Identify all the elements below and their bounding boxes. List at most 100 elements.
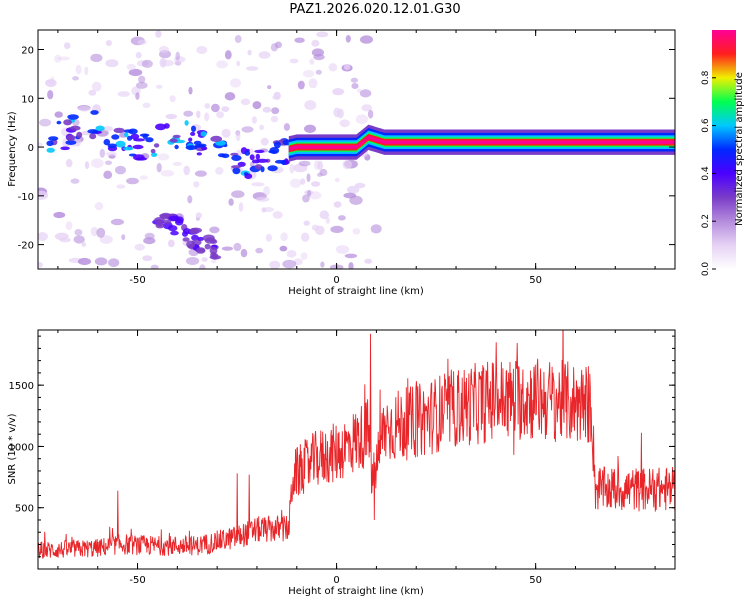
heatmap-noise-blob bbox=[354, 182, 366, 189]
heatmap-noise-blob bbox=[73, 235, 85, 244]
heatmap-noise-blob bbox=[216, 60, 229, 69]
heatmap-ridge-blob bbox=[268, 150, 278, 154]
heatmap-noise-blob bbox=[269, 260, 281, 269]
heatmap-noise-blob bbox=[320, 261, 325, 268]
heatmap-noise-blob bbox=[150, 264, 159, 269]
heatmap-noise-blob bbox=[135, 92, 140, 100]
heatmap-structure-blob bbox=[159, 213, 170, 218]
heatmap-noise-blob bbox=[183, 110, 194, 117]
heatmap-noise-blob bbox=[260, 137, 269, 146]
heatmap-noise-blob bbox=[63, 42, 71, 50]
colorbar-tick-label: 0.6 bbox=[701, 118, 711, 133]
heatmap-noise-blob bbox=[307, 189, 312, 197]
spectrogram-panel: -50 0 50 -20 -10 0 10 20 Height of straight lin… bbox=[7, 29, 676, 297]
heatmap-noise-blob bbox=[224, 50, 232, 60]
heatmap-noise-blob bbox=[165, 113, 178, 120]
heatmap-noise-blob bbox=[297, 80, 305, 90]
heatmap-noise-blob bbox=[311, 39, 320, 47]
heatmap-noise-blob bbox=[315, 69, 322, 75]
heatmap-noise-blob bbox=[169, 95, 176, 103]
heatmap-noise-blob bbox=[273, 91, 281, 100]
heatmap-ridge-blob bbox=[153, 143, 160, 148]
heatmap-ridge-blob bbox=[46, 147, 55, 153]
snr-line bbox=[38, 330, 675, 559]
heatmap-ridge-blob bbox=[185, 145, 198, 151]
heatmap-noise-blob bbox=[110, 218, 124, 226]
heatmap-structure-blob bbox=[155, 223, 165, 229]
heatmap-noise-blob bbox=[255, 196, 270, 202]
snr-x-label: Height of straight line (km) bbox=[288, 586, 424, 597]
heatmap-noise-blob bbox=[54, 54, 62, 63]
heatmap-noise-blob bbox=[301, 232, 310, 242]
heatmap-noise-blob bbox=[157, 153, 170, 161]
heatmap-noise-blob bbox=[59, 237, 71, 243]
heatmap-structure-blob bbox=[204, 243, 211, 250]
heatmap-ridge-blob bbox=[103, 138, 111, 146]
spectrogram-x-label: Height of straight line (km) bbox=[288, 286, 424, 297]
heatmap-ridge-blob bbox=[65, 140, 77, 146]
spectrogram-x-tick-label: 50 bbox=[529, 275, 542, 286]
heatmap-noise-blob bbox=[282, 259, 297, 269]
heatmap-noise-blob bbox=[94, 257, 108, 266]
heatmap-noise-blob bbox=[77, 257, 92, 266]
spectrogram-frame bbox=[37, 29, 676, 270]
heatmap-ridge-blob bbox=[172, 134, 181, 139]
snr-y-tick-label: 500 bbox=[15, 504, 34, 515]
heatmap-noise-blob bbox=[57, 56, 70, 61]
heatmap-ridge-blob bbox=[155, 123, 167, 131]
heatmap-ridge-blob bbox=[95, 125, 105, 132]
heatmap-structure-blob bbox=[186, 240, 196, 249]
heatmap-structure-blob bbox=[168, 225, 178, 232]
heatmap-noise-blob bbox=[155, 84, 163, 89]
spectrogram-y-tick-label: -20 bbox=[18, 241, 34, 252]
heatmap-noise-blob bbox=[188, 86, 193, 95]
heatmap-noise-blob bbox=[334, 177, 340, 183]
heatmap-noise-blob bbox=[70, 178, 80, 184]
heatmap-ridge-blob bbox=[142, 133, 148, 139]
heatmap-ridge-blob bbox=[113, 127, 125, 133]
snr-y-tick-label: 1000 bbox=[9, 442, 34, 453]
heatmap-ridge-blob bbox=[260, 166, 265, 173]
heatmap-ridge-blob bbox=[200, 131, 207, 137]
heatmap-noise-blob bbox=[75, 64, 82, 75]
heatmap-structure-blob bbox=[182, 237, 190, 242]
heatmap-ridge-blob bbox=[232, 167, 241, 175]
heatmap-noise-blob bbox=[194, 170, 207, 177]
heatmap-noise-blob bbox=[247, 49, 252, 56]
heatmap-noise-blob bbox=[238, 202, 244, 212]
snr-panel: -50 0 50 500 1000 1500 Height of straight lin… bbox=[7, 329, 676, 597]
heatmap-structure-blob bbox=[154, 217, 165, 224]
heatmap-ridge-blob bbox=[111, 134, 120, 140]
heatmap-noise-blob bbox=[302, 194, 310, 203]
heatmap-ridge-blob bbox=[249, 154, 255, 161]
heatmap-noise-blob bbox=[267, 85, 272, 90]
heatmap-ridge-blob bbox=[190, 131, 196, 136]
heatmap-noise-blob bbox=[139, 175, 148, 180]
heatmap-noise-blob bbox=[74, 229, 83, 236]
heatmap-noise-blob bbox=[370, 224, 382, 234]
heatmap-noise-blob bbox=[279, 245, 288, 252]
heatmap-ridge-blob bbox=[221, 153, 230, 159]
heatmap-noise-blob bbox=[236, 60, 241, 67]
heatmap-noise-blob bbox=[211, 259, 217, 264]
heatmap-noise-blob bbox=[249, 148, 254, 155]
heatmap-noise-blob bbox=[311, 181, 321, 187]
heatmap-noise-blob bbox=[155, 30, 162, 38]
heatmap-noise-blob bbox=[196, 46, 208, 54]
heatmap-ridge-band-5 bbox=[288, 135, 675, 151]
heatmap-noise-blob bbox=[45, 79, 55, 85]
heatmap-noise-blob bbox=[39, 118, 52, 127]
heatmap-noise-blob bbox=[304, 100, 317, 111]
heatmap-noise-blob bbox=[286, 250, 297, 258]
heatmap-noise-blob bbox=[96, 227, 106, 238]
heatmap-ridge-blob bbox=[66, 134, 76, 141]
heatmap-noise-blob bbox=[289, 164, 295, 174]
heatmap-ridge-blob bbox=[48, 136, 59, 141]
heatmap-noise-blob bbox=[128, 68, 143, 77]
heatmap-noise-blob bbox=[314, 160, 321, 170]
heatmap-noise-blob bbox=[355, 114, 368, 124]
spectrogram-y-tick-label: -10 bbox=[18, 192, 34, 203]
heatmap-noise-blob bbox=[233, 242, 242, 252]
heatmap-ridge-blob bbox=[169, 138, 178, 143]
heatmap-noise-blob bbox=[304, 124, 316, 133]
